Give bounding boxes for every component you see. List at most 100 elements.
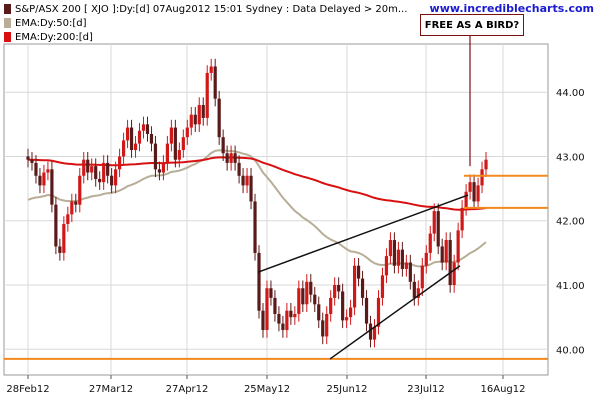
candle-body <box>412 281 416 298</box>
candle-body <box>380 275 385 298</box>
candle-body <box>237 162 241 176</box>
candle-body <box>396 249 400 266</box>
candle-body <box>153 143 158 170</box>
candle-body <box>205 72 209 118</box>
candle-body <box>82 159 86 176</box>
candle-body <box>145 124 150 134</box>
candle-body <box>364 297 369 324</box>
candle-body <box>102 162 106 183</box>
candle-body <box>181 137 185 151</box>
candle-body <box>333 285 337 298</box>
candle-body <box>173 127 177 160</box>
candle-body <box>281 323 285 331</box>
candle-body <box>137 130 142 144</box>
candle-body <box>141 124 146 131</box>
candle-body <box>241 175 245 186</box>
candle-body <box>38 175 42 186</box>
candle-body <box>329 297 333 314</box>
candle-body <box>149 133 154 144</box>
candle-body <box>165 143 169 163</box>
candle-body <box>452 262 456 286</box>
candle-body <box>201 105 205 118</box>
candle-body <box>106 162 110 176</box>
candle-body <box>193 114 197 125</box>
candle-body <box>245 175 249 186</box>
candle-body <box>114 169 118 186</box>
candle-body <box>468 182 472 192</box>
candle-body <box>384 256 389 276</box>
legend-label-price: S&P/ASX 200 [ XJO ]:Dy:[d] 07Aug2012 15:… <box>15 3 408 15</box>
candle-body <box>197 105 201 125</box>
candle-body <box>420 265 424 289</box>
candle-body <box>273 297 277 314</box>
candle-body <box>86 159 90 173</box>
candle-body <box>472 182 476 202</box>
candle-body <box>368 323 373 340</box>
candle-body <box>305 281 309 305</box>
candle-body <box>46 169 50 173</box>
legend-label-ema200: EMA:Dy:200:[d] <box>15 31 93 43</box>
candle-body <box>484 159 488 170</box>
legend-swatch-ema50 <box>4 18 11 28</box>
candle-body <box>217 98 221 138</box>
candle-body <box>400 249 404 269</box>
candle-body <box>125 127 130 141</box>
candle-body <box>269 288 273 298</box>
candle-body <box>372 326 377 340</box>
candle-body <box>424 252 428 266</box>
legend-swatch-price <box>4 4 11 14</box>
x-tick-label: 25May12 <box>244 384 290 395</box>
candle-body <box>98 178 102 183</box>
candle-body <box>480 169 484 186</box>
legend-item-ema200: EMA:Dy:200:[d] <box>4 30 407 44</box>
candle-body <box>261 310 265 331</box>
candle-body <box>233 153 237 163</box>
candle-body <box>352 265 357 308</box>
candle-body <box>177 150 181 160</box>
y-tick-label: 42.00 <box>556 217 585 228</box>
candle-body <box>110 175 114 186</box>
candle-body <box>293 313 297 318</box>
x-tick-label: 25Jun12 <box>326 384 367 395</box>
y-tick-label: 40.00 <box>556 345 585 356</box>
legend-item-price: S&P/ASX 200 [ XJO ]:Dy:[d] 07Aug2012 15:… <box>4 2 407 16</box>
candle-body <box>185 127 189 138</box>
candle-body <box>376 297 381 327</box>
candle-body <box>356 265 361 279</box>
candle-body <box>285 310 289 331</box>
candle-body <box>121 140 126 157</box>
candle-body <box>94 166 98 179</box>
legend-label-ema50: EMA:Dy:50:[d] <box>15 17 87 29</box>
candle-body <box>360 278 365 298</box>
candle-body <box>34 162 38 176</box>
candle-body <box>325 313 329 337</box>
candle-body <box>209 66 213 73</box>
legend-item-ema50: EMA:Dy:50:[d] <box>4 16 407 30</box>
y-tick-label: 44.00 <box>556 88 585 99</box>
candle-body <box>58 246 62 253</box>
candle-body <box>169 127 173 144</box>
candle-body <box>265 288 269 331</box>
candle-body <box>133 143 138 151</box>
site-link[interactable]: www.incrediblecharts.com <box>429 2 594 15</box>
candle-body <box>464 191 468 208</box>
candle-body <box>54 204 58 247</box>
candle-body <box>289 310 293 318</box>
candle-body <box>118 156 122 170</box>
candle-body <box>476 185 480 202</box>
x-tick-label: 27Mar12 <box>89 384 133 395</box>
candle-body <box>408 262 412 282</box>
candle-body <box>313 294 317 305</box>
candle-body <box>221 137 225 154</box>
candle-body <box>26 156 30 160</box>
y-tick-label: 41.00 <box>556 281 585 292</box>
candle-body <box>161 162 166 173</box>
candle-body <box>78 175 82 205</box>
candle-body <box>448 240 452 286</box>
candle-body <box>317 304 321 321</box>
candle-body <box>257 252 261 311</box>
upper-trendline <box>257 194 469 273</box>
candle-body <box>66 214 70 224</box>
candle-body <box>50 169 54 205</box>
candle-body <box>30 159 34 163</box>
